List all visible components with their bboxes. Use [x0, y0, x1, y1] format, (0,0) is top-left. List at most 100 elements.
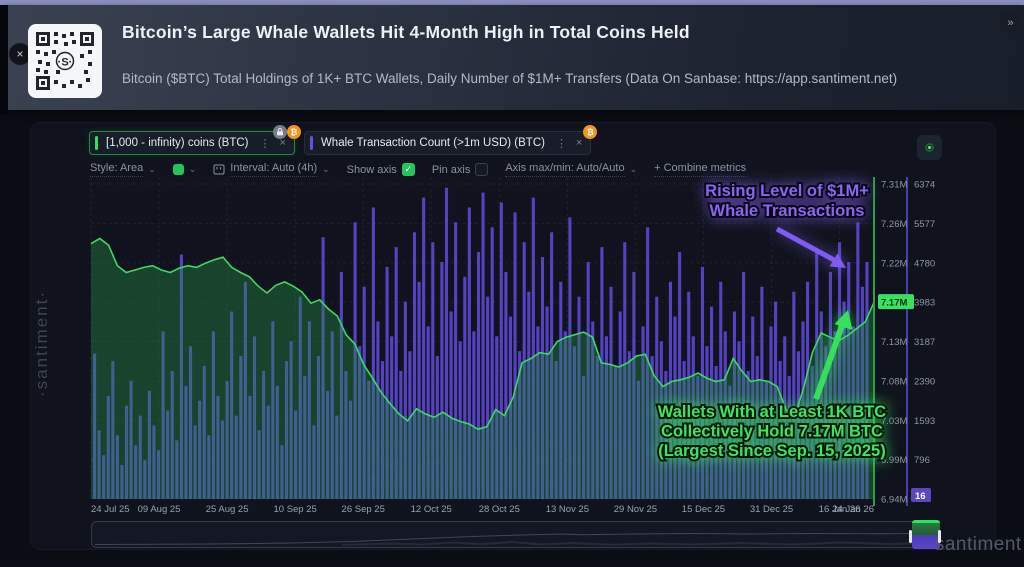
close-icon: × — [16, 47, 24, 61]
svg-text:6.99M: 6.99M — [881, 455, 907, 466]
holdings-line — [90, 237, 875, 431]
timeline-scrubber[interactable] — [91, 520, 941, 549]
header: × ·S· — [0, 5, 1024, 115]
bottom-watermark: ·santiment· — [928, 534, 1024, 555]
svg-text:Collectively Hold 7.17M BTC: Collectively Hold 7.17M BTC — [661, 423, 883, 441]
pin-axis-toggle[interactable]: Pin axis — [432, 163, 489, 176]
annotation-whale-transactions: Rising Level of $1M+ Whale Transactions — [703, 180, 871, 268]
svg-text:1593: 1593 — [914, 416, 935, 427]
svg-text:10 Sep 25: 10 Sep 25 — [273, 504, 316, 515]
style-label: Style: Area — [90, 162, 144, 177]
svg-text:5577: 5577 — [914, 219, 935, 230]
left-axis-highlight-badge — [878, 294, 914, 310]
annotation-holdings-high: Wallets With at Least 1K BTC Collectively… — [656, 310, 888, 462]
selection-area-preview — [912, 523, 940, 535]
svg-text:7.08M: 7.08M — [881, 376, 907, 387]
right-axis-highlight-badge — [911, 488, 931, 502]
chip-accent-bar — [95, 136, 98, 150]
svg-text:7.17M: 7.17M — [881, 298, 907, 309]
axis-maxmin-label: Axis max/min: Auto/Auto — [505, 162, 625, 177]
chip-menu-icon[interactable]: ⋮ — [259, 137, 271, 150]
chip-badges: ₿ — [272, 125, 301, 139]
svg-text:Rising Level of $1M+: Rising Level of $1M+ — [705, 182, 869, 200]
svg-text:·S·: ·S· — [58, 57, 73, 69]
holdings-area — [91, 238, 874, 499]
show-axis-label: Show axis — [346, 163, 397, 176]
color-selector[interactable]: ⌄ — [172, 164, 197, 175]
axis-maxmin-selector[interactable]: Axis max/min: Auto/Auto ⌄ — [505, 162, 637, 177]
live-dot-icon — [925, 143, 934, 152]
svg-text:16: 16 — [915, 491, 926, 502]
metric-chips: [1,000 - infinity) coins (BTC) ⋮ × ₿ Wha… — [89, 125, 598, 155]
style-selector[interactable]: Style: Area ⌄ — [90, 162, 156, 177]
svg-text:28 Oct 25: 28 Oct 25 — [479, 504, 520, 515]
combine-metrics-button[interactable]: + Combine metrics — [654, 162, 747, 177]
double-chevron-right-icon: » — [1007, 16, 1014, 29]
left-watermark: ·santiment· — [32, 289, 51, 397]
pin-axis-checkbox[interactable] — [475, 163, 489, 176]
chevron-down-icon: ⌄ — [188, 164, 197, 174]
chevron-down-icon: ⌄ — [629, 164, 638, 174]
header-left-notch — [0, 5, 8, 115]
selection-top-bar — [912, 520, 940, 523]
metric-chip-label: Whale Transaction Count (>1m USD) (BTC) — [320, 137, 545, 149]
page-title: Bitcoin’s Large Whale Wallets Hit 4-Mont… — [122, 22, 690, 42]
chip-menu-icon[interactable]: ⋮ — [555, 137, 567, 150]
svg-text:31 Dec 25: 31 Dec 25 — [750, 504, 793, 515]
lock-icon — [272, 125, 287, 139]
chart-panel: [1,000 - infinity) coins (BTC) ⋮ × ₿ Wha… — [30, 122, 996, 550]
chip-close-icon[interactable]: × — [279, 137, 286, 149]
svg-text:796: 796 — [914, 455, 930, 466]
show-axis-toggle[interactable]: Show axis ✓ — [347, 163, 415, 176]
qr-code: ·S· — [28, 24, 102, 98]
scrubber-selection[interactable] — [912, 520, 940, 549]
svg-text:7.13M: 7.13M — [881, 337, 907, 348]
svg-text:6.94M: 6.94M — [881, 495, 907, 506]
svg-text:25 Aug 25: 25 Aug 25 — [206, 504, 249, 515]
chart-controls: Style: Area ⌄ ⌄ Interval: Auto (4h) ⌄ Sh… — [90, 162, 747, 177]
svg-text:7.22M: 7.22M — [881, 258, 907, 269]
chip-badges: ₿ — [583, 125, 598, 139]
scrubber-handle-left[interactable] — [909, 530, 912, 543]
check-icon: ✓ — [404, 164, 413, 174]
svg-text:16 Jan 26: 16 Jan 26 — [819, 504, 861, 515]
svg-text:4780: 4780 — [914, 258, 935, 269]
svg-text:09 Aug 25: 09 Aug 25 — [138, 504, 181, 515]
svg-text:7.26M: 7.26M — [881, 219, 907, 230]
pin-axis-label: Pin axis — [431, 163, 471, 176]
chevron-down-icon: ⌄ — [148, 164, 156, 174]
svg-text:6374: 6374 — [914, 180, 935, 191]
svg-text:13 Nov 25: 13 Nov 25 — [546, 504, 589, 515]
svg-text:7.03M: 7.03M — [881, 416, 907, 427]
interval-icon — [213, 164, 225, 175]
metric-chip-label: [1,000 - infinity) coins (BTC) — [106, 137, 249, 149]
scrubber-handle-right[interactable] — [938, 530, 941, 543]
combine-metrics-label: + Combine metrics — [654, 162, 747, 177]
metric-chip-holdings[interactable]: [1,000 - infinity) coins (BTC) ⋮ × ₿ — [89, 125, 301, 155]
bitcoin-badge-icon: ₿ — [583, 125, 598, 139]
bitcoin-badge-icon: ₿ — [286, 125, 301, 139]
chevron-down-icon: ⌄ — [322, 164, 330, 174]
svg-text:3187: 3187 — [914, 337, 935, 348]
chart-plot[interactable]: 24 Jul 25 09 Aug 25 25 Aug 25 10 Sep 25 26 S… — [89, 169, 941, 516]
live-indicator-button[interactable] — [917, 135, 942, 160]
color-swatch — [172, 164, 184, 175]
svg-text:2390: 2390 — [914, 376, 935, 387]
metric-chip-transactions[interactable]: Whale Transaction Count (>1m USD) (BTC) … — [303, 125, 598, 155]
svg-text:26 Sep 25: 26 Sep 25 — [342, 504, 385, 515]
show-axis-checkbox[interactable]: ✓ — [401, 163, 415, 176]
svg-text:12 Oct 25: 12 Oct 25 — [411, 504, 452, 515]
svg-text:24 Jul 25: 24 Jul 25 — [91, 504, 130, 515]
chart-area[interactable]: 24 Jul 25 09 Aug 25 25 Aug 25 10 Sep 25 26 S… — [89, 169, 941, 516]
svg-text:Wallets With at Least 1K BTC: Wallets With at Least 1K BTC — [658, 403, 887, 421]
svg-text:7.31M: 7.31M — [881, 180, 907, 191]
svg-text:29 Nov 25: 29 Nov 25 — [614, 504, 657, 515]
interval-selector[interactable]: Interval: Auto (4h) ⌄ — [213, 162, 330, 177]
chip-close-icon[interactable]: × — [575, 137, 583, 149]
selection-bars-preview — [912, 535, 940, 549]
expand-button[interactable]: » — [1000, 12, 1021, 33]
scrubber-sparkline — [94, 532, 936, 546]
interval-label: Interval: Auto (4h) — [230, 162, 318, 177]
close-button[interactable]: × — [9, 43, 31, 65]
